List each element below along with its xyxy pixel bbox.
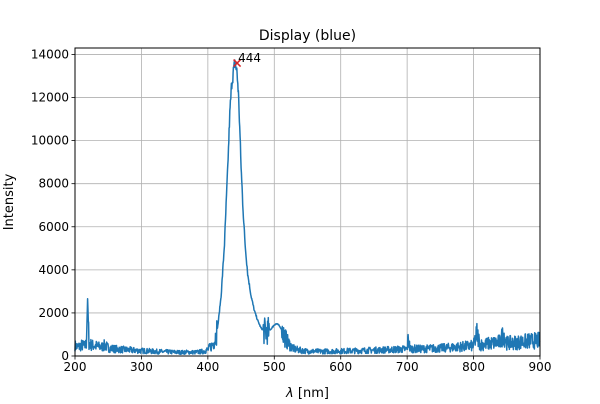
peak-marker-stroke	[233, 59, 242, 68]
y-axis-label: Intensity	[2, 173, 17, 230]
x-axis-label: λ [nm]	[285, 386, 329, 400]
y-tick-label: 12000	[31, 91, 69, 105]
peak-annotation-label: 444	[238, 51, 261, 65]
series-line-0	[74, 59, 541, 356]
x-tick-label: 800	[462, 360, 485, 374]
x-tick-label: 500	[263, 360, 286, 374]
axis-ticks: 200 300 400 500 600 700 800 900 0 2000 4000 6000 800…	[31, 47, 552, 374]
x-tick-label: 900	[529, 360, 552, 374]
y-tick-label: 10000	[31, 134, 69, 148]
x-axis-label-unit: [nm]	[294, 386, 329, 400]
x-tick-label: 300	[130, 360, 153, 374]
x-tick-label: 400	[196, 360, 219, 374]
y-tick-label: 6000	[38, 220, 69, 234]
x-tick-label: 600	[329, 360, 352, 374]
x-axis-label-symbol: λ	[285, 386, 294, 400]
y-tick-label: 4000	[38, 263, 69, 277]
grid-lines	[74, 48, 541, 357]
plot-area	[75, 48, 540, 356]
y-tick-label: 2000	[38, 306, 69, 320]
y-tick-label: 14000	[31, 47, 69, 61]
x-tick-label: 700	[396, 360, 419, 374]
y-tick-label: 8000	[38, 177, 69, 191]
peak-marker	[233, 59, 242, 68]
plot-frame	[74, 47, 541, 357]
data-series: 444	[74, 51, 541, 356]
x-tick-label: 200	[64, 360, 87, 374]
y-tick-label: 0	[61, 349, 69, 363]
chart-title: Display (blue)	[259, 28, 356, 44]
